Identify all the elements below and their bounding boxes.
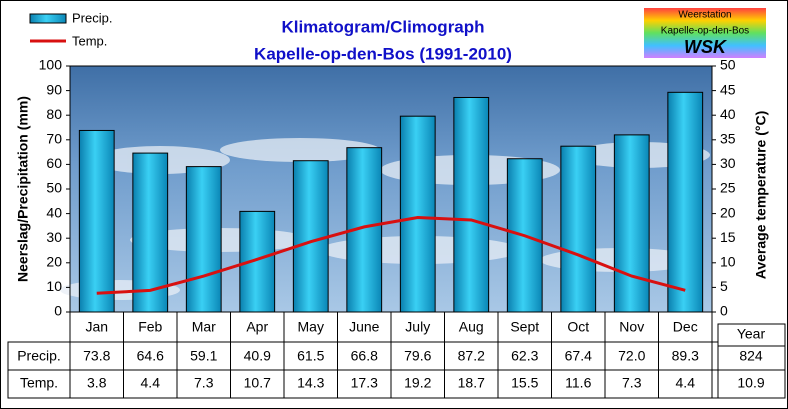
logo: Weerstation Kapelle-op-den-Bos WSK <box>644 8 766 58</box>
y-tick-label: 20 <box>46 254 62 270</box>
y2-tick-label: 10 <box>720 254 736 270</box>
temp-cell: 3.8 <box>87 375 107 391</box>
precip-cell: 62.3 <box>511 348 538 364</box>
category-label: Mar <box>192 319 216 335</box>
precip-cell: 79.6 <box>404 348 431 364</box>
precip-cell: 64.6 <box>137 348 164 364</box>
category-label: July <box>405 319 430 335</box>
y2-tick-label: 20 <box>720 204 736 220</box>
category-label: Feb <box>138 319 162 335</box>
y2-tick-label: 0 <box>720 303 728 319</box>
category-label: Oct <box>567 319 589 335</box>
temp-cell: 17.3 <box>351 375 378 391</box>
temp-cell: 4.4 <box>676 375 696 391</box>
legend-label: Temp. <box>72 33 107 48</box>
year-temp: 10.9 <box>737 375 764 391</box>
y-tick-label: 100 <box>39 57 63 73</box>
y-tick-label: 10 <box>46 278 62 294</box>
precip-cell: 87.2 <box>458 348 485 364</box>
temp-line <box>96 216 686 295</box>
category-label: Dec <box>673 319 698 335</box>
chart-title: Klimatogram/Climograph <box>281 17 484 36</box>
legend-label: Precip. <box>72 10 112 25</box>
y2-tick-label: 5 <box>720 278 728 294</box>
bar <box>132 152 169 313</box>
bar <box>292 160 329 313</box>
logo-text: Weerstation <box>678 10 731 21</box>
category-label: Aug <box>459 319 484 335</box>
category-label: Sept <box>510 319 539 335</box>
year-precip: 824 <box>739 348 763 364</box>
legend-swatch <box>29 13 67 24</box>
y2-tick-label: 30 <box>720 155 736 171</box>
y-axis-label: Neerslag/Precipitation (mm) <box>15 96 31 282</box>
category-label: June <box>349 319 380 335</box>
row-label: Temp. <box>20 375 58 391</box>
temp-cell: 11.6 <box>565 375 591 391</box>
bar <box>78 129 115 313</box>
category-label: May <box>298 319 324 335</box>
bar <box>560 145 597 313</box>
precip-cell: 66.8 <box>351 348 378 364</box>
chart-subtitle: Kapelle-op-den-Bos (1991-2010) <box>254 44 512 63</box>
y-tick-label: 50 <box>46 180 62 196</box>
y-tick-label: 90 <box>46 81 62 97</box>
temp-cell: 4.4 <box>141 375 161 391</box>
y2-tick-label: 25 <box>720 180 736 196</box>
y2-tick-label: 45 <box>720 81 736 97</box>
logo-text: Kapelle-op-den-Bos <box>661 26 749 37</box>
y-tick-label: 70 <box>46 131 62 147</box>
precip-cell: 89.3 <box>672 348 699 364</box>
category-label: Jan <box>85 319 108 335</box>
temp-cell: 19.2 <box>404 375 431 391</box>
y-tick-label: 80 <box>46 106 62 122</box>
precip-cell: 67.4 <box>565 348 592 364</box>
category-label: Nov <box>619 319 644 335</box>
precip-cell: 72.0 <box>618 348 645 364</box>
y2-tick-label: 15 <box>720 229 736 245</box>
y2-tick-label: 35 <box>720 131 736 147</box>
temp-cell: 14.3 <box>297 375 324 391</box>
temp-cell: 15.5 <box>511 375 538 391</box>
y2-axis-label: Average temperature (°C) <box>753 111 769 279</box>
year-border <box>717 323 786 399</box>
temp-cell: 18.7 <box>458 375 485 391</box>
bar <box>185 166 222 313</box>
category-label: Apr <box>246 319 268 335</box>
precip-cell: 40.9 <box>244 348 271 364</box>
y-tick-label: 0 <box>54 303 62 319</box>
temp-cell: 10.7 <box>244 375 271 391</box>
y-tick-label: 30 <box>46 229 62 245</box>
bar <box>453 96 490 313</box>
precip-cell: 59.1 <box>190 348 217 364</box>
y2-tick-label: 50 <box>720 57 736 73</box>
precip-cell: 61.5 <box>297 348 324 364</box>
logo-box <box>644 8 766 58</box>
precip-cell: 73.8 <box>83 348 110 364</box>
y2-tick-label: 40 <box>720 106 736 122</box>
logo-text: WSK <box>684 37 728 57</box>
temp-cell: 7.3 <box>194 375 214 391</box>
y-tick-label: 40 <box>46 204 62 220</box>
table <box>7 312 786 399</box>
y-tick-label: 60 <box>46 155 62 171</box>
row-label: Precip. <box>17 348 61 364</box>
temp-cell: 7.3 <box>622 375 642 391</box>
bar <box>399 115 436 313</box>
bar <box>613 134 650 313</box>
year-header: Year <box>737 326 766 342</box>
bar <box>667 91 704 313</box>
